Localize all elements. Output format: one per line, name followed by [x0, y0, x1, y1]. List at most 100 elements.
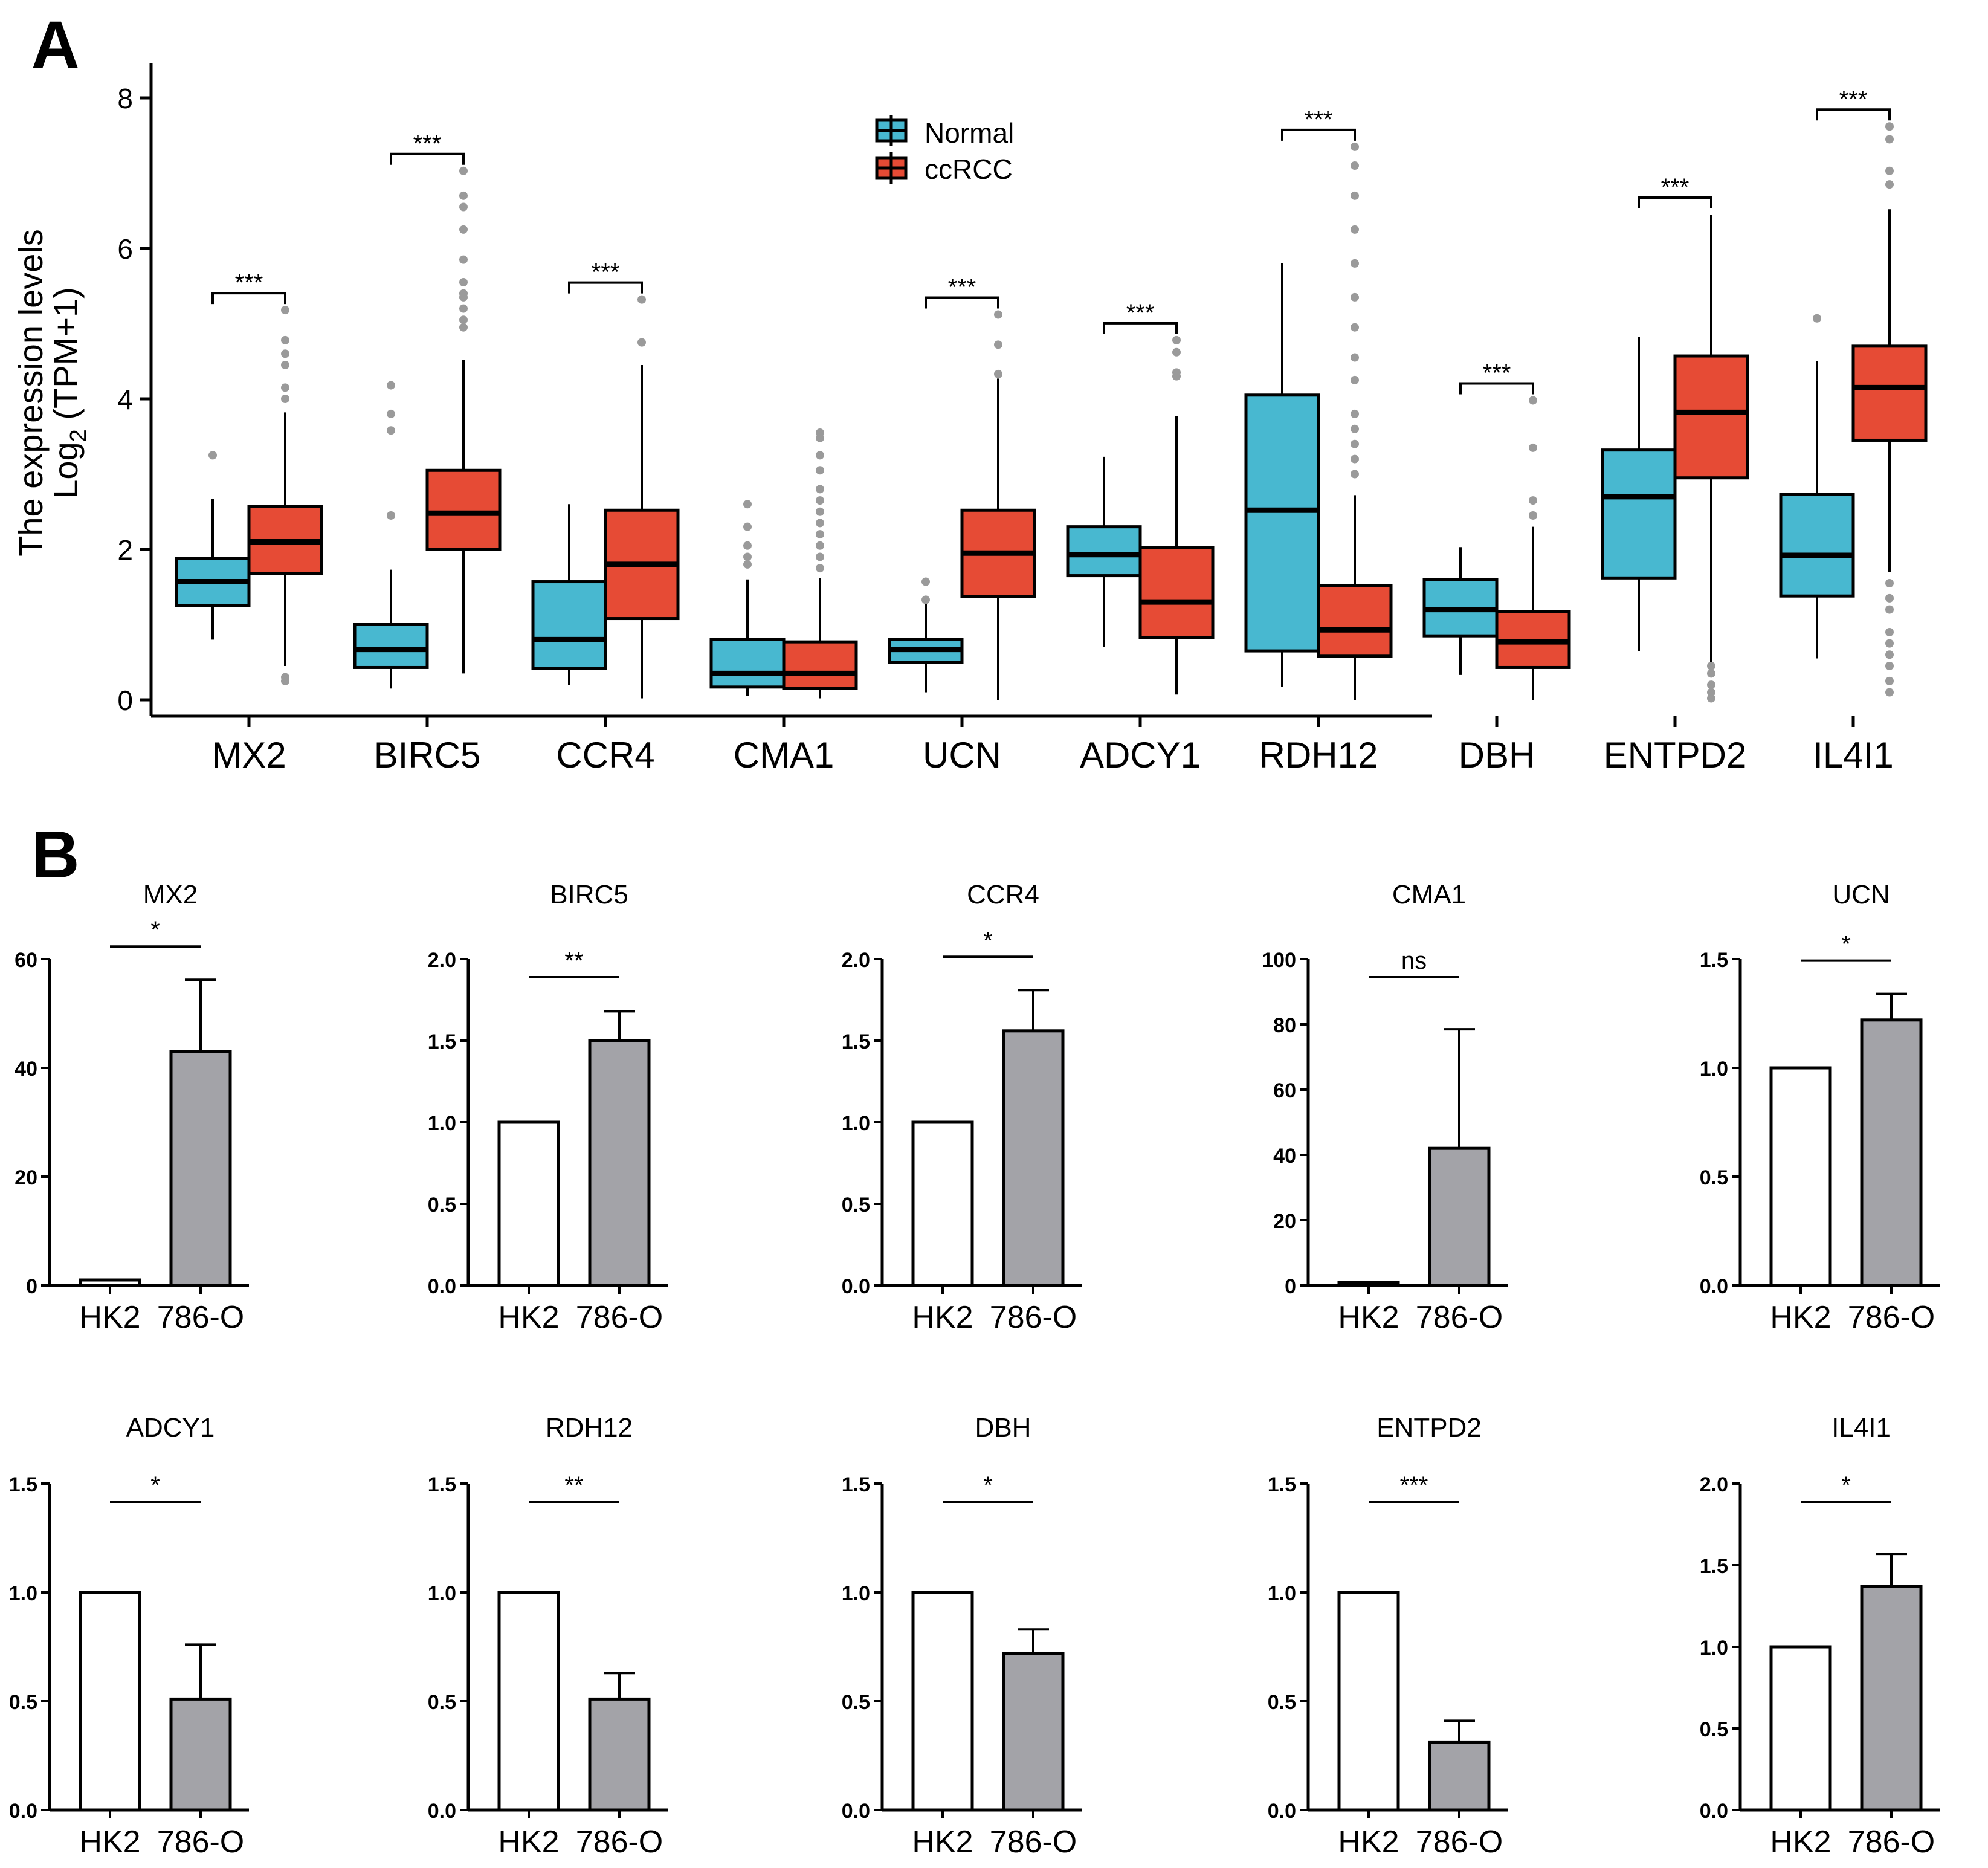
outlier-point-ccrcc: [459, 315, 468, 325]
outlier-point-ccrcc: [1351, 454, 1359, 464]
outlier-point-ccrcc: [281, 306, 289, 315]
legend-item-ccrcc: ccRCC: [875, 152, 1013, 185]
bar-786-o: [1428, 1740, 1491, 1812]
box-group-ucn: UCN ***: [888, 274, 1036, 775]
y-tick-label: 1.0: [428, 1112, 456, 1135]
significance-label: ***: [1305, 106, 1333, 133]
significance-label: ns: [1401, 948, 1427, 974]
outlier-point-ccrcc: [1351, 439, 1359, 448]
outlier-point-ccrcc: [459, 166, 468, 175]
bar-hk2: [911, 1120, 974, 1287]
y-tick-label: 0.5: [842, 1194, 870, 1217]
outlier-point-normal: [743, 560, 752, 569]
box-ccrcc: [1317, 584, 1393, 658]
x-tick-label: 786-O: [990, 1300, 1077, 1335]
significance-bracket: [1281, 128, 1356, 141]
x-tick-label: 786-O: [1416, 1824, 1503, 1860]
outlier-point-ccrcc: [1351, 259, 1359, 268]
outlier-point-ccrcc: [1351, 375, 1359, 384]
significance-label: *: [1841, 1472, 1851, 1499]
outlier-point-ccrcc: [1885, 676, 1894, 685]
y-tick-label: 1.5: [9, 1473, 37, 1496]
y-tick-label: 0.0: [9, 1800, 37, 1823]
bar-786-o: [1002, 1652, 1065, 1812]
outlier-point-ccrcc: [816, 428, 824, 438]
significance-bracket: [211, 292, 286, 305]
outlier-point-ccrcc: [1885, 122, 1894, 131]
y-tick-label: 1.5: [1700, 949, 1728, 972]
legend-item-normal: Normal: [875, 115, 1014, 149]
box-group-entpd2: ENTPD2 ***: [1601, 174, 1749, 775]
outlier-point-ccrcc: [1707, 694, 1715, 703]
y-tick-label: 40: [1273, 1145, 1296, 1168]
outlier-point-ccrcc: [1351, 353, 1359, 362]
bar-panel-title: DBH: [975, 1413, 1031, 1443]
y-tick-label: 8: [117, 83, 133, 114]
x-tick-label: DBH: [1459, 735, 1535, 775]
y-tick-label: 1.5: [842, 1030, 870, 1053]
outlier-point-ccrcc: [459, 323, 468, 332]
significance-label: **: [564, 1472, 583, 1499]
box-normal: [1244, 393, 1320, 653]
outlier-point-ccrcc: [1885, 661, 1894, 670]
outlier-point-normal: [743, 500, 752, 509]
outlier-point-ccrcc: [1885, 166, 1894, 175]
outlier-point-ccrcc: [459, 304, 468, 313]
significance-label: ***: [235, 270, 263, 296]
outlier-point-normal: [743, 522, 752, 531]
outlier-point-ccrcc: [994, 369, 1002, 378]
outlier-point-ccrcc: [1885, 135, 1894, 144]
y-tick-label: 60: [1273, 1079, 1296, 1102]
outlier-point-normal: [387, 426, 395, 435]
outlier-point-ccrcc: [281, 349, 289, 358]
x-tick-label: ENTPD2: [1604, 735, 1747, 775]
significance-label: *: [150, 1472, 160, 1499]
y-tick-label: 1.0: [1268, 1582, 1296, 1605]
significance-label: ***: [1483, 360, 1511, 386]
y-tick-label: 0.5: [428, 1194, 456, 1217]
outlier-point-ccrcc: [816, 541, 824, 550]
x-tick-label: HK2: [912, 1824, 973, 1860]
outlier-point-ccrcc: [1885, 688, 1894, 697]
bar-hk2: [1337, 1591, 1400, 1812]
outlier-point-ccrcc: [816, 564, 824, 573]
x-tick-label: CCR4: [556, 735, 654, 775]
outlier-point-ccrcc: [1172, 335, 1181, 344]
outlier-point-ccrcc: [1172, 368, 1181, 377]
bar-panel-ucn: UCN 0.0 0.5 1.0 1.5 HK2 786-O *: [1700, 880, 1940, 1335]
box-group-birc5: BIRC5 ***: [353, 131, 502, 775]
bar-hk2: [1769, 1645, 1832, 1812]
bar-panel-entpd2: ENTPD2 0.0 0.5 1.0 1.5 HK2 786-O ***: [1268, 1413, 1508, 1860]
bar-panel-il4i1: IL4I1 0.0 0.5 1.0 1.5 2.0 HK2 786-O *: [1700, 1413, 1940, 1860]
x-tick-label: HK2: [498, 1300, 559, 1335]
significance-label: **: [564, 948, 583, 974]
y-tick-label: 1.5: [428, 1473, 456, 1496]
x-tick-label: HK2: [1770, 1300, 1831, 1335]
significance-bracket: [390, 152, 465, 165]
outlier-point-ccrcc: [1351, 292, 1359, 302]
x-tick-label: HK2: [79, 1824, 140, 1860]
outlier-point-ccrcc: [1351, 424, 1359, 433]
bar-panel-title: ADCY1: [126, 1413, 215, 1443]
outlier-point-ccrcc: [459, 191, 468, 200]
x-tick-label: IL4I1: [1813, 735, 1893, 775]
bar-786-o: [588, 1039, 651, 1287]
y-tick-label: 20: [1273, 1210, 1296, 1233]
y-tick-label: 100: [1262, 949, 1296, 972]
y-tick-label: 1.0: [428, 1582, 456, 1605]
outlier-point-normal: [208, 451, 217, 460]
y-tick-label: 0.5: [842, 1691, 870, 1714]
x-tick-label: 786-O: [1848, 1824, 1935, 1860]
x-tick-label: CMA1: [734, 735, 834, 775]
outlier-point-ccrcc: [816, 507, 824, 516]
x-tick-label: 786-O: [990, 1824, 1077, 1860]
y-tick-label: 0.0: [1700, 1275, 1728, 1298]
bar-hk2: [497, 1120, 560, 1287]
legend: Normal ccRCC: [875, 115, 1014, 185]
bar-hk2: [79, 1591, 141, 1812]
bar-panel-mx2: MX2 0 20 40 60 HK2 786-O *: [15, 880, 249, 1335]
significance-label: *: [1841, 931, 1851, 958]
outlier-point-normal: [921, 595, 930, 604]
outlier-point-ccrcc: [994, 340, 1002, 349]
outlier-point-normal: [921, 577, 930, 586]
